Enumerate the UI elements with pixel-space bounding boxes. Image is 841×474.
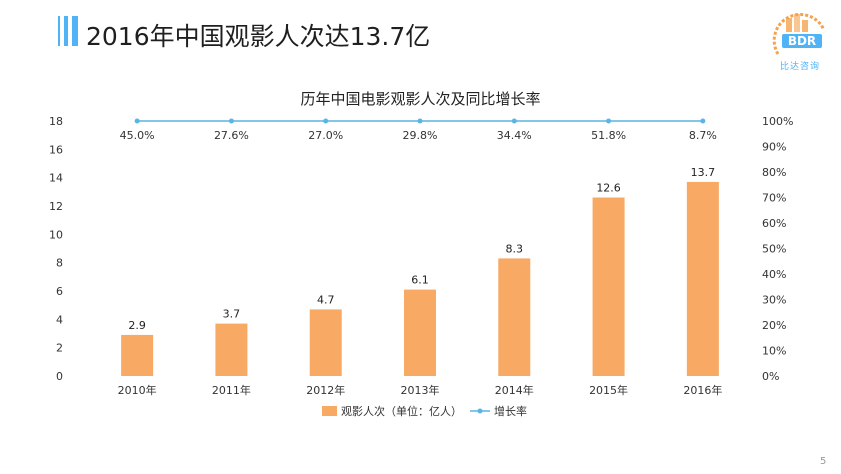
right-tick-label: 80% [762,166,786,179]
growth-point [228,118,234,124]
left-tick-label: 6 [56,285,63,298]
accent-bar [72,16,78,46]
growth-data-label: 27.6% [214,129,249,142]
growth-point [606,118,612,124]
growth-data-label: 27.0% [308,129,343,142]
legend-bar-label: 观影人次（单位：亿人） [341,404,462,418]
bar-data-label: 4.7 [317,293,335,306]
x-tick-label: 2015年 [589,383,628,397]
x-axis: 2010年 2011年 2012年 2013年 2014年 2015年 2016年 [118,383,723,397]
right-tick-label: 60% [762,217,786,230]
accent-bar [64,16,68,46]
growth-data-label: 51.8% [591,129,626,142]
growth-point [511,118,517,124]
growth-point [700,118,706,124]
left-tick-label: 4 [56,313,63,326]
right-tick-label: 0% [762,370,779,383]
accent-bar [58,16,60,46]
bar [121,334,154,376]
bar-data-label: 6.1 [411,274,429,287]
bar-data-label: 8.3 [506,242,524,255]
growth-point [323,118,329,124]
left-tick-label: 18 [49,115,63,128]
right-tick-label: 100% [762,115,793,128]
bar [404,289,436,376]
growth-data-label: 8.7% [689,129,717,142]
bar [215,323,248,376]
right-tick-label: 30% [762,294,786,307]
x-tick-label: 2014年 [495,383,534,397]
logo-subtext: 比达咨询 [779,62,820,72]
bar-data-label: 3.7 [223,308,241,321]
page-number: 5 [820,456,827,467]
left-tick-label: 2 [56,342,63,355]
left-tick-label: 16 [49,143,63,156]
legend-line-label: 增长率 [494,404,527,418]
growth-point [134,118,140,124]
bar [686,181,719,376]
line-series: 45.0% 27.6% 27.0% 29.8% 34.4% 51.8% 8.7% [120,118,717,142]
right-tick-label: 10% [762,345,786,358]
right-axis: 0% 10% 20% 30% 40% 50% 60% 70% 80% 90% 100% [762,115,793,383]
growth-data-label: 45.0% [120,129,155,142]
left-axis: 0 2 4 6 8 10 12 14 16 18 [49,115,63,383]
x-tick-label: 2012年 [306,383,345,397]
left-tick-label: 14 [49,172,63,185]
right-tick-label: 70% [762,192,786,205]
bar [309,309,342,376]
bar-series: 2.9 3.7 4.7 6.1 8.3 12.6 13.7 [121,166,719,376]
right-tick-label: 40% [762,268,786,281]
growth-data-label: 29.8% [403,129,438,142]
logo-text: BDR [788,34,816,48]
growth-point [417,118,423,124]
right-tick-label: 20% [762,319,786,332]
legend-bar-swatch [322,406,337,416]
bar-data-label: 2.9 [128,319,146,332]
bar [498,258,531,376]
legend: 观影人次（单位：亿人） 增长率 [322,404,527,418]
bar [592,197,625,376]
slide-header: 2016年中国观影人次达13.7亿 BDR 比达咨询 [0,0,841,72]
chart-title: 历年中国电影观影人次及同比增长率 [300,90,541,108]
x-tick-label: 2013年 [401,383,440,397]
slide-title: 2016年中国观影人次达13.7亿 [86,22,431,51]
bar-data-label: 12.6 [596,182,621,195]
x-tick-label: 2011年 [212,383,251,397]
BDR-logo-icon: BDR 比达咨询 [770,10,830,72]
x-tick-label: 2016年 [683,383,722,397]
right-tick-label: 90% [762,141,786,154]
bar-data-label: 13.7 [691,166,716,179]
left-tick-label: 0 [56,370,63,383]
growth-data-label: 34.4% [497,129,532,142]
left-tick-label: 10 [49,228,63,241]
x-tick-label: 2010年 [118,383,157,397]
legend-line-marker [477,408,483,414]
right-tick-label: 50% [762,243,786,256]
left-tick-label: 8 [56,257,63,270]
left-tick-label: 12 [49,200,63,213]
